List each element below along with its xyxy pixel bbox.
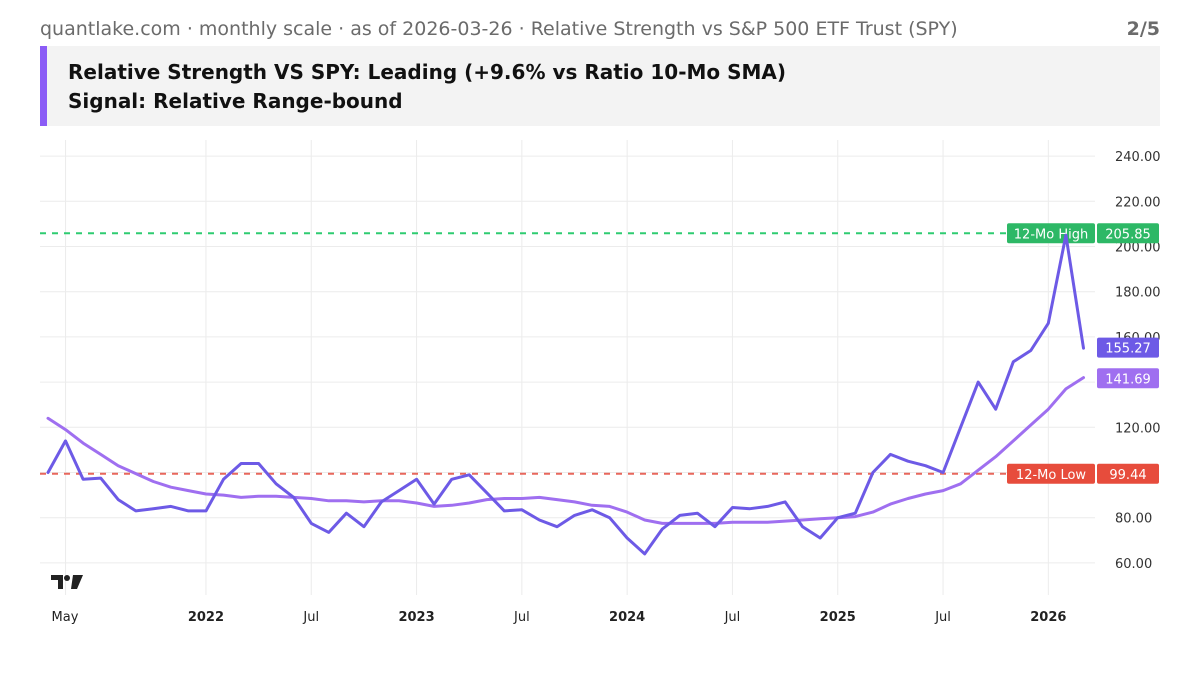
page-indicator[interactable]: 2/5 <box>1126 18 1160 40</box>
reference-label-text: 12-Mo Low <box>1016 468 1087 483</box>
last-value-badge <box>1097 368 1159 389</box>
x-tick-label: May <box>52 610 79 625</box>
x-tick-label: Jul <box>302 610 319 625</box>
series-line-rs-ratio <box>46 233 1085 556</box>
last-value-text: 141.69 <box>1105 372 1151 387</box>
headline-accent-bar <box>40 46 47 126</box>
reference-value-badge <box>1097 463 1159 484</box>
last-value-text: 155.27 <box>1105 342 1151 357</box>
y-tick-label: 120.00 <box>1115 421 1161 436</box>
x-tick-label: 2025 <box>820 610 856 625</box>
last-value-badge <box>1097 337 1159 358</box>
x-tick-label: 2023 <box>398 610 434 625</box>
reference-value-badge <box>1097 223 1159 244</box>
headline-panel: Relative Strength VS SPY: Leading (+9.6%… <box>40 46 1160 126</box>
y-tick-label: 240.00 <box>1115 150 1161 165</box>
relative-strength-chart[interactable]: 60.0080.00120.00160.00180.00200.00220.00… <box>0 130 1200 630</box>
chart-area[interactable]: 60.0080.00120.00160.00180.00200.00220.00… <box>0 130 1200 630</box>
x-tick-label: 2022 <box>188 610 224 625</box>
source-line: quantlake.com · monthly scale · as of 20… <box>40 18 958 40</box>
series-line-sma <box>46 376 1085 525</box>
tradingview-logo-icon <box>51 575 83 589</box>
reference-label-text: 12-Mo High <box>1014 227 1088 242</box>
y-tick-label: 80.00 <box>1115 512 1152 527</box>
x-tick-label: Jul <box>934 610 951 625</box>
x-tick-label: 2026 <box>1030 610 1066 625</box>
headline-signal: Signal: Relative Range-bound <box>68 89 403 113</box>
reference-value-text: 205.85 <box>1105 227 1151 242</box>
headline-status: Relative Strength VS SPY: Leading (+9.6%… <box>68 60 787 84</box>
x-tick-label: Jul <box>513 610 530 625</box>
y-tick-label: 180.00 <box>1115 286 1161 301</box>
reference-label-badge <box>1007 223 1095 244</box>
y-tick-label: 60.00 <box>1115 557 1152 572</box>
x-tick-label: Jul <box>724 610 741 625</box>
reference-label-badge <box>1007 463 1095 484</box>
reference-value-text: 99.44 <box>1109 468 1146 483</box>
y-tick-label: 220.00 <box>1115 195 1161 210</box>
y-tick-label: 200.00 <box>1115 241 1161 256</box>
x-tick-label: 2024 <box>609 610 645 625</box>
top-bar: quantlake.com · monthly scale · as of 20… <box>40 18 1160 44</box>
